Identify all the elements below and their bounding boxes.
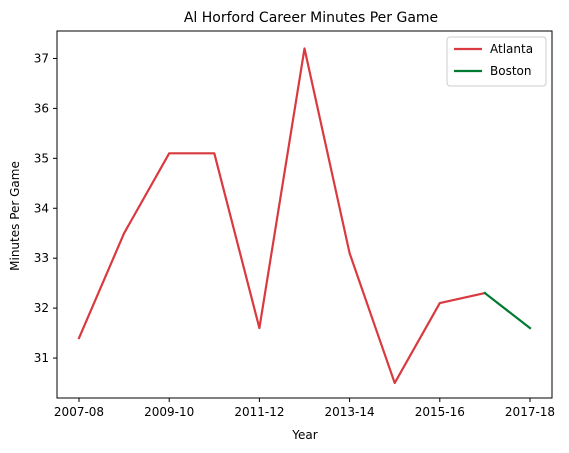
x-axis: 2007-08 2009-10 2011-12 2013-14 2015-16 2017-… — [54, 398, 555, 419]
y-tick-label: 37 — [34, 51, 49, 65]
series-line-boston — [483, 291, 532, 330]
legend: Atlanta Boston — [446, 36, 547, 87]
y-tick-label: 36 — [34, 101, 49, 115]
x-axis-label: Year — [291, 428, 317, 442]
legend-label: Boston — [490, 64, 531, 78]
y-tick-label: 31 — [34, 351, 49, 365]
legend-label: Atlanta — [490, 42, 533, 56]
x-tick-label: 2013-14 — [325, 405, 375, 419]
y-axis-label: Minutes Per Game — [8, 161, 22, 271]
series-line-atlanta — [77, 47, 487, 385]
chart-title: Al Horford Career Minutes Per Game — [184, 10, 438, 26]
x-tick-label: 2017-18 — [505, 405, 555, 419]
plot-area — [56, 30, 553, 399]
y-tick-label: 35 — [34, 151, 49, 165]
y-tick-label: 34 — [34, 201, 49, 215]
x-tick-label: 2011-12 — [234, 405, 284, 419]
x-tick-label: 2009-10 — [144, 405, 194, 419]
series-layer — [77, 47, 532, 385]
y-tick-label: 32 — [34, 301, 49, 315]
plot-frame — [56, 30, 553, 399]
x-tick-label: 2015-16 — [415, 405, 465, 419]
y-axis: 31 32 33 34 35 36 37 — [34, 51, 57, 365]
x-tick-label: 2007-08 — [54, 405, 104, 419]
y-tick-label: 33 — [34, 251, 49, 265]
